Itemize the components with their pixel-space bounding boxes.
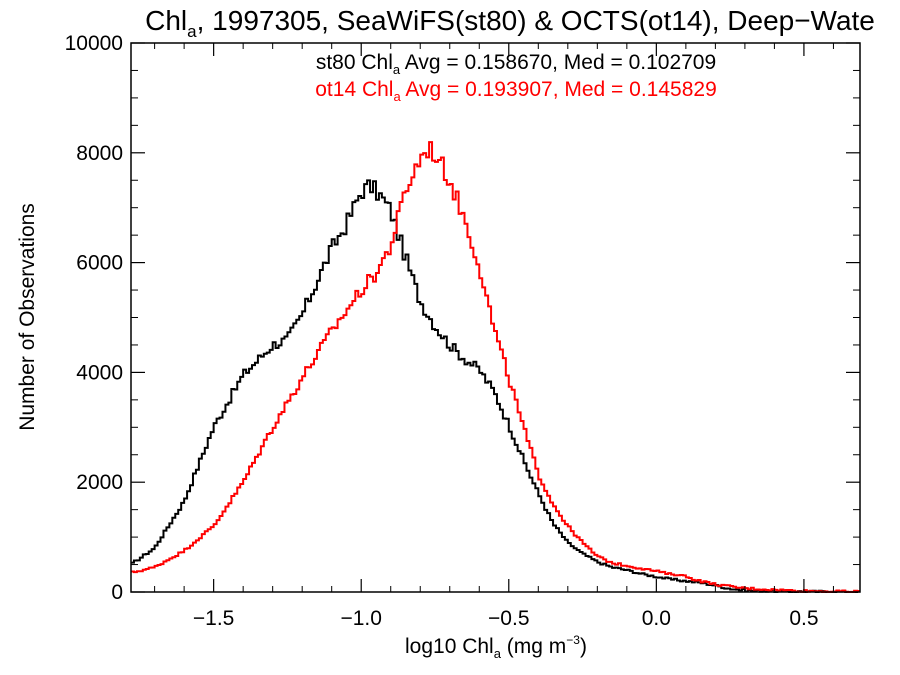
annotation-st80: st80 Chla Avg = 0.158670, Med = 0.102709 — [316, 51, 716, 77]
chart-title-sub: a — [187, 22, 197, 41]
series-ot14-histogram — [131, 141, 860, 593]
y-tick-label: 8000 — [76, 142, 123, 165]
x-tick-label: −1.5 — [193, 607, 234, 630]
chart-title: Chla, 1997305, SeaWiFS(st80) & OCTS(ot14… — [145, 5, 875, 41]
chart-title-rest: , 1997305, SeaWiFS(st80) & OCTS(ot14), D… — [197, 5, 875, 36]
series-st80-histogram — [131, 179, 860, 593]
plot-area: −1.5 −1.0 −0.5 0.0 0.5 0 2000 4000 6000 8000 1000… — [65, 32, 861, 630]
x-tick-label: 0.5 — [789, 607, 818, 630]
chart-title-main: Chl — [145, 5, 187, 36]
plot-frame — [130, 42, 861, 593]
annotation-ot14: ot14 Chla Avg = 0.193907, Med = 0.145829 — [315, 78, 717, 104]
x-tick-label: −0.5 — [488, 607, 529, 630]
y-tick-label: 0 — [111, 581, 123, 604]
x-tick-label: −1.0 — [340, 607, 381, 630]
x-axis-label: log10 Chla (mg m−3) — [405, 633, 587, 661]
x-tick-label: 0.0 — [642, 607, 671, 630]
y-axis-label: Number of Observations — [16, 203, 39, 431]
y-tick-label: 6000 — [76, 252, 123, 275]
x-ticks: −1.5 −1.0 −0.5 0.0 0.5 — [154, 43, 834, 630]
series-layer — [131, 141, 860, 593]
y-tick-label: 2000 — [76, 471, 123, 494]
y-tick-label: 4000 — [76, 361, 123, 384]
y-tick-label: 10000 — [65, 32, 123, 55]
y-ticks: 0 2000 4000 6000 8000 10000 — [65, 32, 860, 604]
